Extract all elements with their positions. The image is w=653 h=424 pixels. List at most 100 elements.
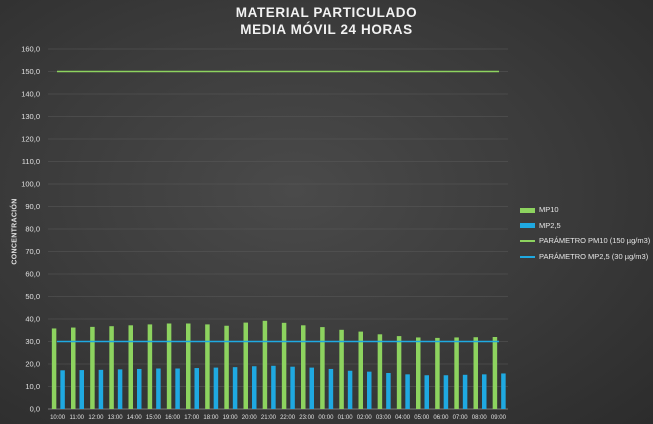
bar-mp10: [109, 326, 114, 409]
bar-mp25: [290, 366, 295, 409]
bar-mp25: [424, 375, 429, 409]
bar-mp10: [339, 329, 344, 409]
bar-mp10: [128, 325, 133, 409]
y-tick-label: 10,0: [25, 382, 40, 391]
legend-label-param-mp25: PARÁMETRO MP2,5 (30 µg/m3): [539, 251, 649, 261]
bar-mp10: [147, 324, 153, 409]
x-tick-labels: 10:00 11:00 12:00 13:00 14:00 15:00 16:00 17:00…: [50, 415, 507, 421]
bar-mp10: [224, 325, 229, 409]
x-tick-label: 10:00: [50, 415, 66, 421]
y-tick-label: 140,0: [21, 90, 40, 99]
y-tick-label: 70,0: [25, 247, 40, 256]
x-tick-label: 04:00: [395, 415, 411, 421]
x-tick-label: 06:00: [433, 415, 449, 421]
y-tick-label: 80,0: [25, 225, 40, 234]
bar-mp10: [416, 337, 421, 409]
y-tick-label: 110,0: [22, 157, 40, 166]
gridlines: [48, 48, 508, 410]
bar-mp10: [186, 323, 191, 409]
bar-mp10: [71, 327, 76, 409]
legend-item-mp10: MP10: [520, 204, 650, 220]
legend-swatch-param-pm10: [520, 240, 535, 243]
legend: MP10 MP2,5 PARÁMETRO PM10 (150 µg/m3) PA…: [520, 204, 650, 266]
x-tick-label: 08:00: [472, 415, 488, 421]
x-tick-label: 20:00: [242, 415, 258, 421]
bars: [51, 320, 506, 409]
y-tick-labels: 0,0 10,0 20,0 30,0 40,0 50,0 60,0 70,0 80,0 90,0 1…: [21, 45, 40, 414]
x-tick-label: 23:00: [299, 415, 315, 421]
bar-mp25: [79, 370, 84, 409]
bar-mp25: [117, 369, 123, 409]
legend-swatch-param-mp25: [520, 255, 535, 258]
bar-mp25: [309, 367, 314, 409]
bar-mp10: [320, 327, 325, 409]
bar-mp25: [405, 374, 410, 409]
x-tick-label: 01:00: [338, 415, 354, 421]
y-tick-label: 20,0: [25, 360, 40, 369]
legend-item-mp25: MP2,5: [520, 220, 650, 236]
x-tick-label: 05:00: [414, 415, 430, 421]
bar-mp25: [175, 368, 180, 409]
y-tick-label: 30,0: [25, 337, 40, 346]
legend-swatch-mp10: [520, 207, 535, 213]
bar-mp25: [482, 374, 487, 409]
legend-item-param-pm10: PARÁMETRO PM10 (150 µg/m3): [520, 235, 650, 251]
bar-mp25: [194, 368, 199, 409]
x-tick-label: 17:00: [184, 415, 200, 421]
bar-mp25: [328, 368, 334, 409]
bar-mp10: [281, 322, 287, 409]
bar-mp10: [454, 337, 459, 409]
x-tick-label: 14:00: [127, 415, 143, 421]
bar-mp25: [271, 365, 276, 409]
bar-mp25: [367, 371, 372, 409]
legend-label-mp25: MP2,5: [539, 220, 561, 230]
x-tick-label: 02:00: [357, 415, 373, 421]
x-tick-label: 19:00: [223, 415, 239, 421]
x-tick-label: 21:00: [261, 415, 277, 421]
bar-mp25: [386, 373, 391, 409]
x-tick-label: 22:00: [280, 415, 296, 421]
bar-mp25: [98, 369, 104, 409]
y-tick-label: 150,0: [21, 67, 40, 76]
legend-swatch-mp25: [520, 223, 535, 229]
chart-title: MATERIAL PARTICULADO: [235, 5, 418, 20]
bar-mp10: [51, 328, 57, 409]
bar-mp25: [252, 366, 257, 409]
y-tick-label: 60,0: [25, 270, 40, 279]
x-tick-label: 11:00: [69, 415, 84, 421]
bar-mp10: [90, 326, 95, 409]
reference-lines: [57, 70, 499, 343]
bar-mp25: [213, 367, 219, 409]
y-tick-label: 40,0: [25, 315, 40, 324]
bar-mp25: [156, 368, 161, 409]
y-tick-label: 130,0: [21, 112, 40, 121]
bar-mp10: [262, 320, 268, 409]
bar-mp25: [347, 370, 353, 409]
bar-mp10: [473, 337, 478, 409]
bar-mp10: [377, 334, 383, 409]
x-tick-label: 15:00: [146, 415, 162, 421]
y-tick-label: 50,0: [25, 292, 40, 301]
bar-mp25: [501, 373, 506, 409]
y-tick-label: 0,0: [30, 405, 40, 414]
bar-mp25: [462, 374, 468, 409]
bar-mp10: [301, 325, 306, 409]
x-tick-label: 16:00: [165, 415, 181, 421]
y-tick-label: 90,0: [25, 202, 40, 211]
y-tick-label: 160,0: [21, 45, 40, 54]
bar-mp25: [232, 367, 238, 409]
bar-mp25: [137, 368, 142, 409]
x-tick-label: 12:00: [88, 415, 104, 421]
legend-label-param-pm10: PARÁMETRO PM10 (150 µg/m3): [539, 236, 651, 246]
bar-mp10: [396, 336, 402, 409]
bar-mp25: [60, 370, 65, 409]
x-tick-label: 13:00: [108, 415, 124, 421]
bar-mp10: [435, 337, 440, 409]
x-tick-label: 07:00: [453, 415, 469, 421]
legend-item-param-mp25: PARÁMETRO MP2,5 (30 µg/m3): [520, 251, 650, 267]
bar-mp10: [358, 331, 363, 409]
x-tick-label: 03:00: [376, 415, 392, 421]
bar-mp10: [166, 323, 172, 409]
